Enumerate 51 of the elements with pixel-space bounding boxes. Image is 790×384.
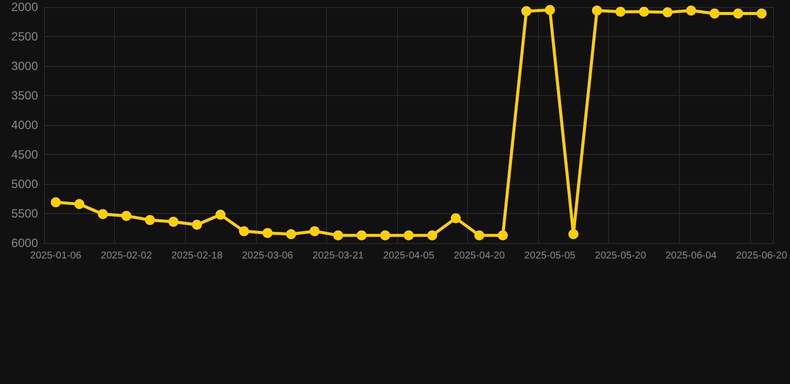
- point: [239, 226, 249, 236]
- point: [215, 210, 226, 220]
- point: [756, 8, 767, 18]
- x-tick-label: 2025-05-05: [524, 250, 576, 262]
- x-tick-label: 2025-06-20: [736, 250, 788, 262]
- point: [544, 4, 555, 15]
- y-tick-label: 4500: [11, 148, 38, 162]
- y-tick-label: 5500: [11, 206, 38, 220]
- point: [498, 230, 508, 240]
- point: [286, 229, 296, 240]
- point: [592, 6, 602, 16]
- point: [733, 8, 744, 18]
- y-tick-label: 2500: [11, 30, 38, 44]
- point: [192, 220, 202, 230]
- point: [262, 228, 273, 238]
- y-tick-label: 4000: [11, 118, 38, 132]
- point: [168, 216, 178, 227]
- point: [474, 230, 484, 240]
- x-tick-label: 2025-02-18: [171, 250, 223, 262]
- y-tick-label: 3500: [11, 88, 38, 102]
- x-tick-label: 2025-01-06: [30, 250, 82, 262]
- x-tick-label: 2025-03-06: [242, 250, 294, 262]
- x-tick-label: 2025-06-04: [665, 250, 718, 262]
- x-tick-label: 2025-02-02: [100, 250, 152, 262]
- x-tick-label: 2025-05-20: [594, 250, 646, 262]
- point: [380, 230, 390, 240]
- point: [686, 6, 696, 16]
- point: [427, 230, 438, 240]
- point: [662, 7, 673, 18]
- point: [333, 230, 344, 240]
- y-tick-label: 5000: [11, 177, 38, 191]
- y-tick-label: 3000: [11, 59, 38, 73]
- x-tick-label: 2025-04-05: [383, 250, 435, 262]
- point: [615, 6, 626, 17]
- point: [450, 213, 461, 224]
- y-tick-label: 6000: [11, 236, 38, 250]
- point: [638, 6, 649, 17]
- point: [521, 6, 532, 16]
- point: [144, 214, 155, 225]
- point: [74, 199, 84, 210]
- point: [404, 230, 414, 240]
- point: [121, 210, 132, 221]
- point: [710, 8, 720, 18]
- point: [568, 229, 578, 240]
- x-tick-label: 2025-04-20: [454, 250, 506, 262]
- point: [50, 197, 61, 208]
- x-tick-label: 2025-03-21: [312, 250, 364, 262]
- point: [356, 230, 367, 240]
- point: [98, 209, 108, 220]
- point: [310, 226, 320, 236]
- y-tick-label: 2000: [11, 0, 38, 14]
